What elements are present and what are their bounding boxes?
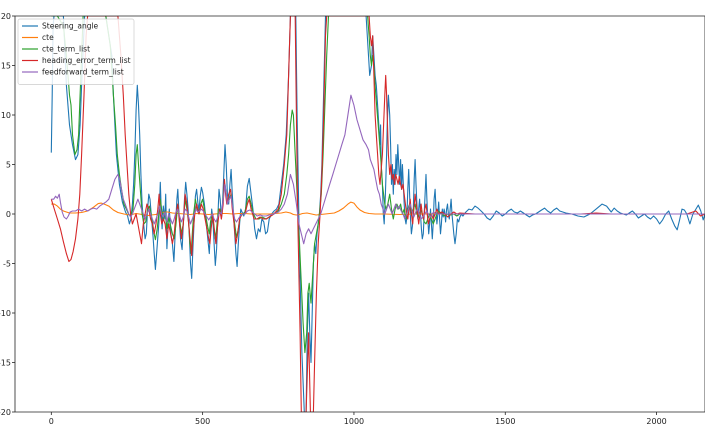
series-line-cte: [51, 201, 705, 217]
x-tick-label: 0: [49, 417, 54, 426]
y-tick-label: 20: [1, 12, 11, 21]
y-tick-label: -15: [0, 359, 11, 368]
y-tick-label: -10: [0, 309, 11, 318]
y-tick-label: 15: [1, 62, 11, 71]
series-line-heading-error-term-list: [50, 16, 705, 412]
legend-entry-label: feedforward_term_list: [42, 68, 124, 77]
legend-entry-label: cte_term_list: [42, 45, 90, 54]
x-tick-label: 2000: [646, 417, 666, 426]
ticks-layer: 0 500 1000 1500 2000 -20 -15 -10 -5 0 5 10 15 20: [0, 12, 667, 426]
y-tick-label: -5: [3, 260, 11, 269]
y-tick-label: 0: [6, 210, 11, 219]
y-tick-label: -20: [0, 408, 11, 417]
x-tick-label: 500: [195, 417, 210, 426]
x-tick-label: 1500: [495, 417, 515, 426]
legend-entry-label: heading_error_term_list: [42, 56, 131, 65]
x-tick-label: 1000: [344, 417, 364, 426]
y-tick-label: 10: [1, 111, 11, 120]
y-tick-label: 5: [6, 161, 11, 170]
legend-box: [17, 18, 135, 85]
legend-entry-label: Steering_angle: [42, 22, 99, 31]
series-layer: [50, 16, 705, 412]
series-line-feedforward-term-list: [51, 94, 705, 245]
legend-entry-label: cte: [42, 33, 54, 42]
